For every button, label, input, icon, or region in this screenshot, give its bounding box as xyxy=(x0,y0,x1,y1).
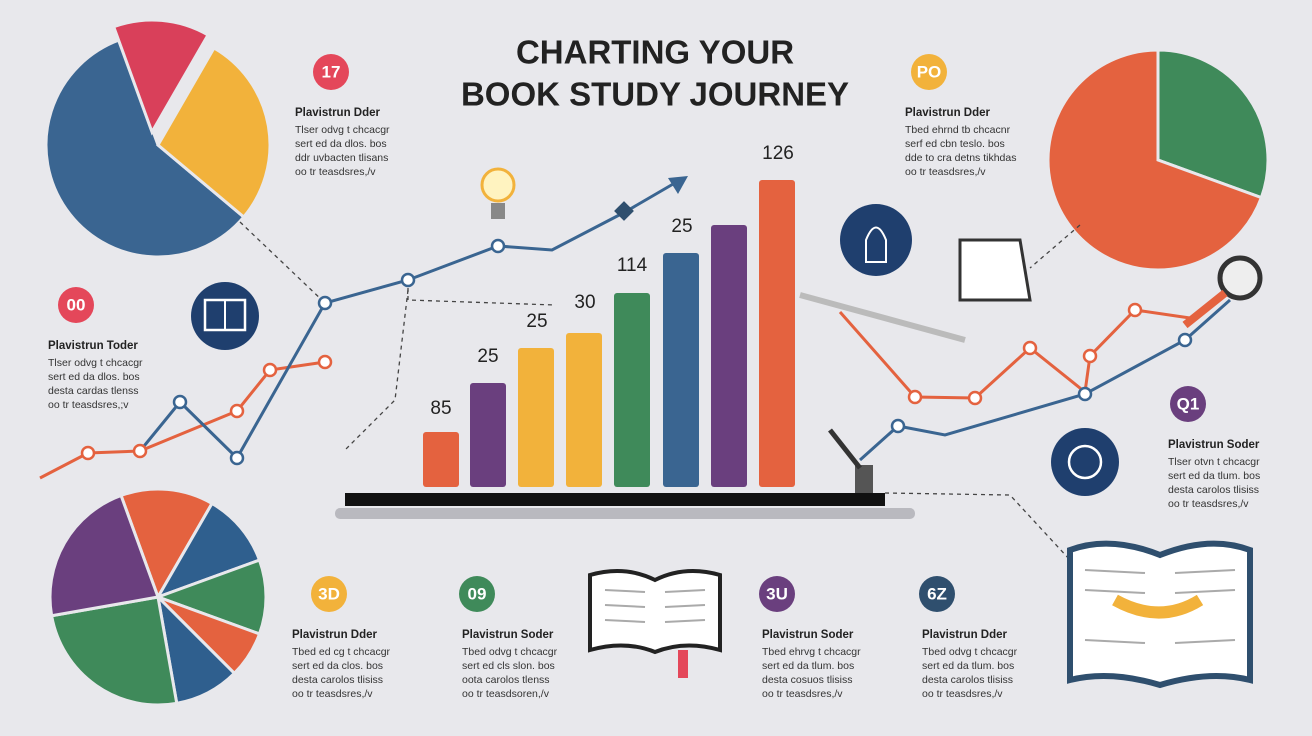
bar-label: 25 xyxy=(526,311,547,332)
badge-circle xyxy=(311,576,347,612)
bar-label: 85 xyxy=(430,398,451,419)
callout-text: ddr uvbacten tlisans xyxy=(295,152,388,164)
callout-text: Tbed odvg t chcacgr xyxy=(462,646,558,658)
callout-text: oo tr teasdsres,/v xyxy=(1168,498,1249,510)
badge-label: 3U xyxy=(766,584,788,603)
callout-text: Tbed odvg t chcacgr xyxy=(922,646,1018,658)
callout-heading: Plavistrun Toder xyxy=(48,340,138,352)
pie-wedge xyxy=(1156,48,1270,200)
callout-text: Tbed ehrvg t chcacgr xyxy=(762,646,861,658)
callout-text: oo tr teasdsres,;v xyxy=(48,399,129,411)
pie-wedge xyxy=(49,595,179,707)
callout-text: desta carolos tlisiss xyxy=(292,674,383,686)
callout-text: sert ed da tlum. bos xyxy=(762,660,854,672)
bar-label: 25 xyxy=(671,216,692,237)
bar-decorations xyxy=(335,180,915,519)
badge-circle xyxy=(459,576,495,612)
callout-heading: Plavistrun Dder xyxy=(292,629,378,641)
badge-circle xyxy=(1170,386,1206,422)
callout-heading: Plavistrun Dder xyxy=(295,107,381,119)
callout-text: Tbed ehrnd tb chcacnr xyxy=(905,124,1011,136)
callout-text: Tlser odvg t chcacgr xyxy=(295,124,390,136)
badge-label: Q1 xyxy=(1177,394,1200,413)
pie-wedge xyxy=(111,18,211,136)
pie-wedge xyxy=(1046,48,1264,272)
callout-text: Tbed ed cg t chcacgr xyxy=(292,646,391,658)
badge-label: 6Z xyxy=(927,584,947,603)
callout-text: oo tr teasdsres,/v xyxy=(295,166,376,178)
pie-wedge xyxy=(156,45,272,220)
badge-label: 3D xyxy=(318,584,340,603)
badge-circle xyxy=(313,54,349,90)
badge-label: 17 xyxy=(322,62,341,81)
badge-label: PO xyxy=(917,62,942,81)
callout-text: desta cardas tlenss xyxy=(48,385,138,397)
callout-text: Tlser odvg t chcacgr xyxy=(48,357,143,369)
callout-heading: Plavistrun Dder xyxy=(922,629,1008,641)
callout-text: oo tr teasdsres,/v xyxy=(292,688,373,700)
trend-points xyxy=(80,238,1193,466)
bar-label: 114 xyxy=(617,255,648,276)
icons xyxy=(191,167,1263,689)
callout-heading: Plavistrun Soder xyxy=(1168,439,1260,451)
callout-text: sert ed da dlos. bos xyxy=(48,371,140,383)
badge-circle xyxy=(58,287,94,323)
title-line: CHARTING YOUR xyxy=(516,34,794,71)
callout-text: dde to cra detns tikhdas xyxy=(905,152,1017,164)
bar-label: 30 xyxy=(574,292,595,313)
callout-heading: Plavistrun Dder xyxy=(905,107,991,119)
pie-wedge xyxy=(44,37,246,259)
callout-text: oo tr teasdsoren,/v xyxy=(462,688,550,700)
callout-text: sert ed da dlos. bos xyxy=(295,138,387,150)
badge-label: 09 xyxy=(468,584,487,603)
badge-circle xyxy=(919,576,955,612)
callout-text: oota carolos tlenss xyxy=(462,674,550,686)
bar-label: 25 xyxy=(477,346,498,367)
pie-decorations xyxy=(44,18,1270,707)
callout-text: Tlser otvn t chcacgr xyxy=(1168,456,1260,468)
callout-text: sert ed da tlum. bos xyxy=(1168,470,1260,482)
badge-label: 00 xyxy=(67,295,86,314)
callout-text: oo tr teasdsres,/v xyxy=(905,166,986,178)
callout-heading: Plavistrun Soder xyxy=(762,629,854,641)
callout-text: desta cosuos tlisiss xyxy=(762,674,852,686)
title-line: BOOK STUDY JOURNEY xyxy=(461,76,849,113)
callout-text: oo tr teasdsres,/v xyxy=(922,688,1003,700)
callout-text: desta carolos tlisiss xyxy=(922,674,1013,686)
connectors xyxy=(239,221,1081,561)
pie-wedge xyxy=(119,487,215,601)
callout-heading: Plavistrun Soder xyxy=(462,629,554,641)
callout-text: desta carolos tlisiss xyxy=(1168,484,1259,496)
callout-text: sert ed cls slon. bos xyxy=(462,660,555,672)
pie-wedge xyxy=(48,493,161,618)
callout-text: serf ed cbn teslo. bos xyxy=(905,138,1005,150)
badge-circle xyxy=(759,576,795,612)
callout-text: oo tr teasdsres,/v xyxy=(762,688,843,700)
callout-text: sert ed da tlum. bos xyxy=(922,660,1014,672)
callout-text: sert ed da clos. bos xyxy=(292,660,383,672)
bar-label: 126 xyxy=(762,143,794,164)
badge-circle xyxy=(911,54,947,90)
